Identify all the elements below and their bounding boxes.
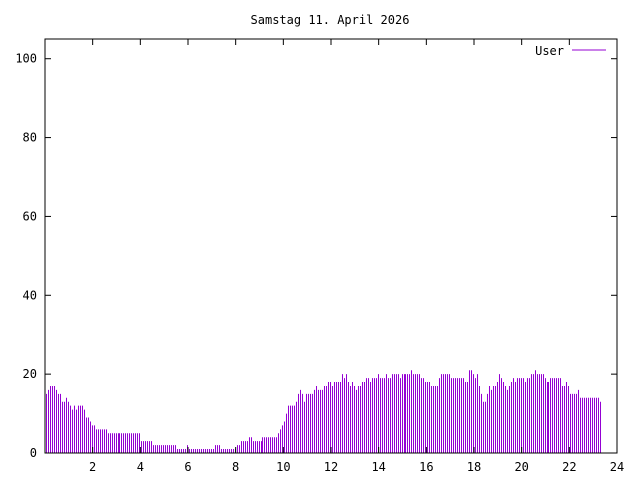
bars-layer xyxy=(46,370,601,453)
x-tick-label: 6 xyxy=(184,460,191,474)
x-tick-label: 12 xyxy=(324,460,338,474)
x-tick-label: 20 xyxy=(514,460,528,474)
y-tick-label: 100 xyxy=(15,52,37,66)
y-tick-label: 80 xyxy=(23,131,37,145)
y-tick-label: 40 xyxy=(23,288,37,302)
x-tick-label: 22 xyxy=(562,460,576,474)
legend-label-user: User xyxy=(535,44,564,58)
legend: User xyxy=(535,44,606,58)
x-tick-label: 8 xyxy=(232,460,239,474)
x-tick-label: 18 xyxy=(467,460,481,474)
y-tick-label: 60 xyxy=(23,209,37,223)
x-tick-label: 10 xyxy=(276,460,290,474)
x-tick-label: 14 xyxy=(371,460,385,474)
x-tick-label: 2 xyxy=(89,460,96,474)
y-tick-label: 0 xyxy=(30,446,37,460)
x-tick-label: 4 xyxy=(137,460,144,474)
chart-title: Samstag 11. April 2026 xyxy=(251,13,410,27)
y-tick-label: 20 xyxy=(23,367,37,381)
x-tick-label: 16 xyxy=(419,460,433,474)
x-tick-label: 24 xyxy=(610,460,624,474)
